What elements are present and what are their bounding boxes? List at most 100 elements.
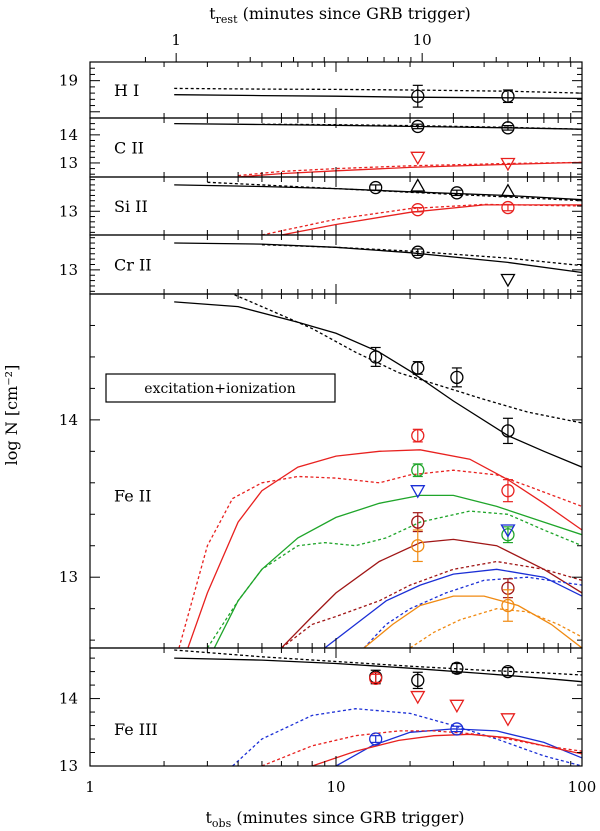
data-point-FeII-7 bbox=[501, 526, 515, 544]
panel-FeII: 14 13 Fe II bbox=[59, 293, 583, 649]
marker-triangle-down bbox=[410, 485, 426, 499]
y-tick-label: 19 bbox=[59, 72, 78, 90]
series-FeII-8 bbox=[324, 568, 582, 648]
series-FeII-3 bbox=[178, 469, 582, 648]
series-CII-0 bbox=[174, 122, 582, 130]
data-point-FeII-12 bbox=[411, 529, 425, 563]
series-FeII-7 bbox=[281, 560, 582, 648]
x-tick-label: 10 bbox=[326, 778, 345, 796]
series-FeII-9 bbox=[363, 576, 582, 648]
y-tick-label: 13 bbox=[59, 757, 78, 775]
panel-label-CII: C II bbox=[114, 139, 144, 158]
panel-HI: 19 H I bbox=[59, 61, 583, 119]
series-FeIII-2 bbox=[335, 728, 582, 766]
marker-triangle-down bbox=[500, 524, 516, 538]
data-point-FeIII-6 bbox=[449, 699, 465, 714]
annotation-frame bbox=[105, 373, 336, 403]
series-FeII-10 bbox=[363, 595, 582, 648]
marker-circle bbox=[411, 119, 425, 134]
series-FeII-11 bbox=[409, 608, 582, 648]
series-FeIII-3 bbox=[232, 708, 582, 766]
marker-circle bbox=[411, 539, 425, 553]
series-HI-0 bbox=[174, 94, 582, 100]
panel-CII: 14 13 C II bbox=[59, 117, 583, 178]
x-tick-label: 1 bbox=[85, 778, 95, 796]
marker-circle bbox=[369, 350, 383, 364]
annotation-text: excitation+ionization bbox=[144, 381, 295, 397]
y-tick-label: 13 bbox=[59, 202, 78, 220]
panel-label-FeIII: Fe III bbox=[114, 720, 158, 739]
y-axis-title: log N [cm⁻²] bbox=[2, 365, 21, 466]
y-tick-label: 13 bbox=[59, 154, 78, 172]
panel-label-SiII: Si II bbox=[114, 197, 148, 216]
panel-FeIII: 14 13 Fe III bbox=[59, 647, 583, 775]
series-FeII-2 bbox=[187, 449, 582, 648]
marker-circle bbox=[411, 361, 425, 375]
marker-circle bbox=[501, 664, 515, 679]
data-point-FeII-6 bbox=[411, 463, 425, 478]
data-point-CrII-0 bbox=[411, 245, 425, 259]
marker-triangle-down bbox=[500, 157, 516, 172]
series-FeII-0 bbox=[174, 301, 582, 468]
series-FeII-4 bbox=[213, 494, 582, 648]
marker-circle bbox=[501, 424, 515, 438]
marker-triangle-down bbox=[500, 273, 516, 288]
panel-frame bbox=[89, 647, 583, 767]
data-point-CII-2 bbox=[410, 151, 426, 166]
series-CrII-1 bbox=[261, 244, 582, 267]
data-point-HI-0 bbox=[411, 84, 425, 108]
data-point-FeII-13 bbox=[501, 589, 515, 622]
series-FeII-5 bbox=[206, 510, 582, 648]
marker-circle bbox=[501, 598, 515, 613]
series-SiII-2 bbox=[281, 204, 582, 235]
data-point-FeIII-1 bbox=[411, 671, 425, 690]
marker-triangle-up bbox=[410, 178, 426, 192]
marker-circle bbox=[501, 484, 515, 498]
data-point-CII-0 bbox=[411, 119, 425, 134]
data-point-FeII-8 bbox=[410, 485, 426, 499]
marker-circle bbox=[411, 515, 425, 529]
data-point-FeII-3 bbox=[501, 417, 515, 445]
data-point-FeII-9 bbox=[500, 524, 516, 538]
annotation-box: excitation+ionization bbox=[105, 373, 336, 403]
series-FeIII-4 bbox=[311, 733, 582, 766]
marker-circle bbox=[411, 245, 425, 259]
marker-circle bbox=[501, 528, 515, 542]
series-CII-1 bbox=[261, 123, 582, 130]
data-point-FeII-10 bbox=[411, 512, 425, 533]
marker-circle bbox=[450, 186, 464, 200]
series-FeII-6 bbox=[280, 538, 582, 648]
marker-circle bbox=[450, 661, 464, 675]
marker-circle bbox=[369, 732, 383, 746]
marker-triangle-down bbox=[410, 151, 426, 166]
data-point-FeII-0 bbox=[369, 346, 383, 367]
data-point-FeII-4 bbox=[411, 428, 425, 443]
panel-label-CrII: Cr II bbox=[114, 256, 152, 275]
marker-circle bbox=[501, 89, 515, 103]
marker-triangle-down bbox=[500, 713, 516, 727]
y-tick-label: 13 bbox=[59, 261, 78, 279]
data-point-HI-1 bbox=[501, 89, 515, 104]
top-x-tick-label: 10 bbox=[413, 31, 432, 49]
y-tick-label: 14 bbox=[59, 126, 78, 144]
marker-circle bbox=[411, 463, 425, 477]
data-point-SiII-3 bbox=[500, 183, 516, 197]
x-tick-label: 100 bbox=[568, 778, 597, 796]
data-point-FeII-1 bbox=[411, 361, 425, 375]
y-tick-label: 13 bbox=[59, 568, 78, 586]
data-point-SiII-5 bbox=[501, 200, 515, 215]
panels-layer: 19 H I 14 13 C II 13 Si II 13 Cr II 14 13 Fe II 14 13… bbox=[59, 31, 596, 796]
series-FeIII-5 bbox=[261, 730, 582, 766]
series-SiII-1 bbox=[207, 181, 582, 202]
data-point-FeIII-2 bbox=[450, 661, 464, 675]
data-point-CrII-1 bbox=[500, 273, 516, 288]
bottom-x-axis-title: tobs (minutes since GRB trigger) bbox=[205, 808, 464, 830]
data-point-SiII-0 bbox=[369, 180, 383, 195]
data-point-SiII-4 bbox=[411, 203, 425, 217]
marker-circle bbox=[411, 428, 425, 443]
data-point-FeIII-4 bbox=[369, 671, 383, 685]
series-HI-1 bbox=[174, 87, 582, 94]
marker-triangle-down bbox=[449, 699, 465, 714]
y-tick-label: 14 bbox=[59, 690, 78, 708]
